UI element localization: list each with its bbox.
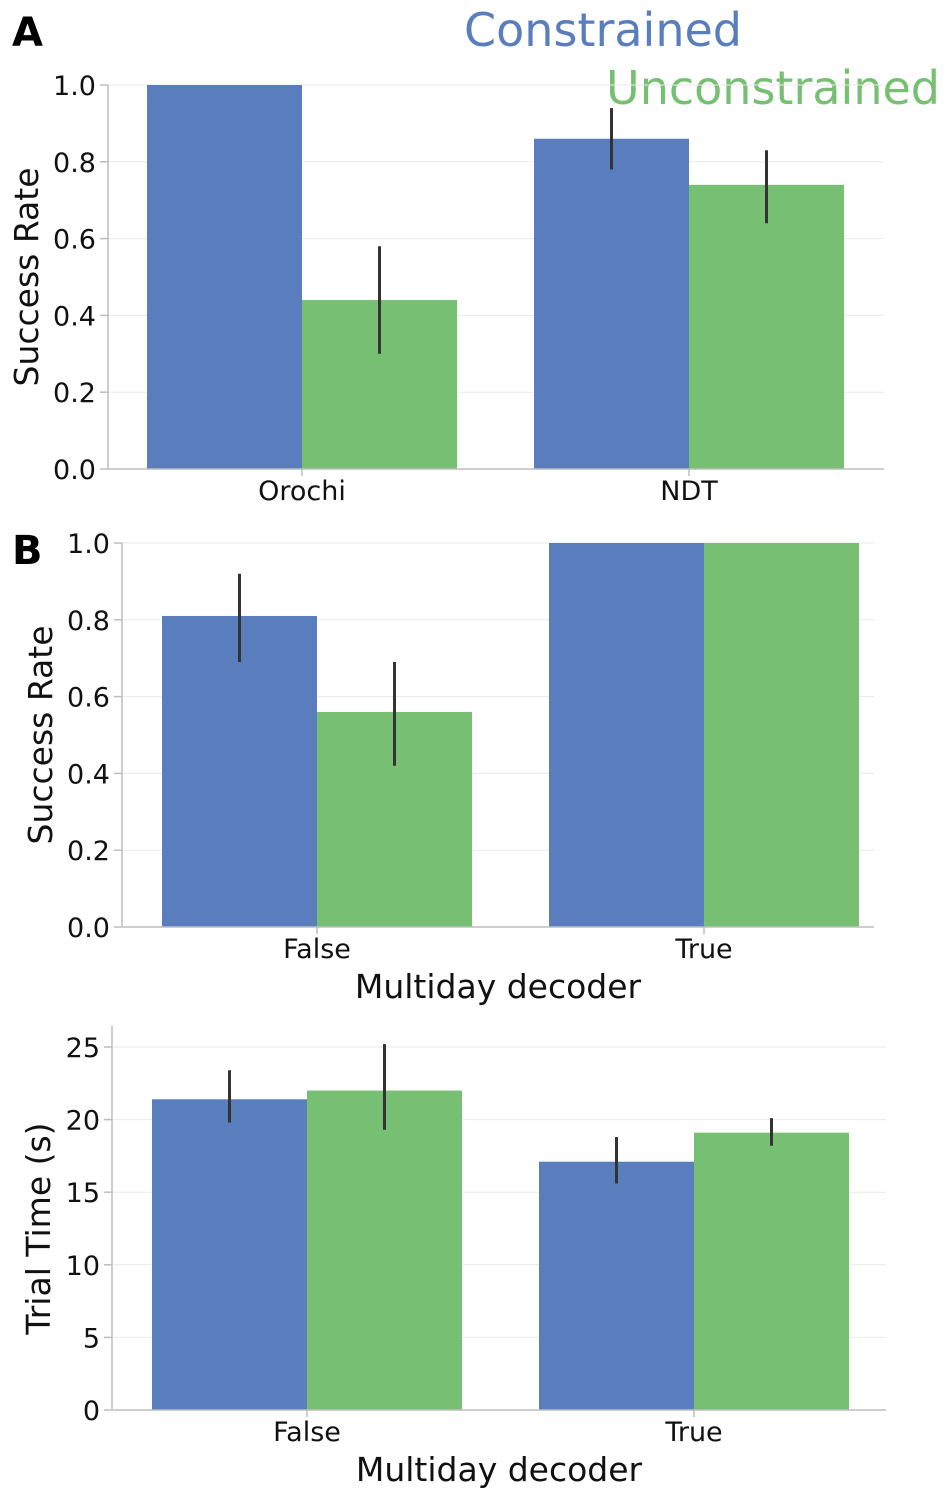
x-tick-label: False xyxy=(273,1417,341,1448)
bar-unconstrained-false xyxy=(307,1090,462,1410)
y-axis-title: Success Rate xyxy=(21,626,60,845)
y-tick-label: 0.4 xyxy=(67,759,110,790)
bar-unconstrained-ndt xyxy=(689,184,844,469)
y-tick-label: 20 xyxy=(66,1106,100,1137)
y-tick-label: 0.2 xyxy=(67,836,110,867)
y-axis-title: Trial Time (s) xyxy=(19,1122,58,1335)
y-tick-label: 1.0 xyxy=(53,71,96,102)
y-tick-label: 15 xyxy=(66,1178,100,1209)
x-tick-label: NDT xyxy=(660,476,718,507)
bar-constrained-orochi xyxy=(147,85,302,469)
chart-a: 0.0 0.2 0.4 0.6 0.8 1.0 Orochi NDT Success Rate xyxy=(7,71,884,507)
bar-constrained-ndt xyxy=(534,138,689,469)
x-tick-label: False xyxy=(283,934,351,965)
y-tick-label: 0.0 xyxy=(53,455,96,486)
y-tick-label: 0 xyxy=(83,1396,100,1427)
y-tick-label: 0.4 xyxy=(53,301,96,332)
y-tick-label: 0.2 xyxy=(53,378,96,409)
x-tick-label: True xyxy=(674,934,732,965)
bar-unconstrained-true xyxy=(704,543,859,927)
y-tick-label: 0.6 xyxy=(67,683,110,714)
bar-constrained-false xyxy=(152,1099,307,1410)
y-tick-label: 5 xyxy=(83,1323,100,1354)
panel-label-a: A xyxy=(12,10,43,56)
y-tick-label: 10 xyxy=(66,1251,100,1282)
y-axis-title: Success Rate xyxy=(7,168,46,387)
bar-constrained-true xyxy=(539,1161,694,1410)
bar-unconstrained-true xyxy=(694,1132,849,1410)
legend-unconstrained: Unconstrained xyxy=(606,61,940,115)
legend-constrained: Constrained xyxy=(464,3,742,57)
chart-c: 0 5 10 15 20 25 False True Trial Time (s) Multida… xyxy=(19,1026,886,1489)
y-tick-label: 0.6 xyxy=(53,225,96,256)
y-tick-label: 25 xyxy=(66,1033,100,1064)
bar-constrained-false xyxy=(162,615,317,927)
x-tick-label: Orochi xyxy=(258,476,346,507)
bar-constrained-true xyxy=(549,543,704,927)
x-tick-label: True xyxy=(664,1417,722,1448)
y-tick-label: 1.0 xyxy=(67,529,110,560)
y-tick-label: 0.8 xyxy=(53,148,96,179)
panel-label-b: B xyxy=(12,528,43,574)
x-axis-title: Multiday decoder xyxy=(356,1450,643,1489)
y-tick-label: 0.0 xyxy=(67,913,110,944)
x-axis-title: Multiday decoder xyxy=(355,967,642,1006)
y-tick-label: 0.8 xyxy=(67,606,110,637)
chart-b: 0.0 0.2 0.4 0.6 0.8 1.0 False True Success Rate M… xyxy=(21,529,874,1006)
